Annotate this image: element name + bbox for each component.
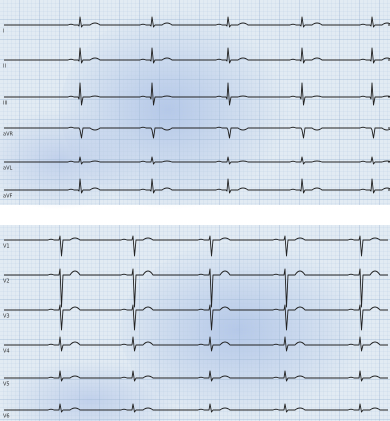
bottom-panel: [0, 225, 390, 421]
top-panel: [0, 0, 390, 210]
lead-label: aVF: [3, 194, 12, 200]
lead-label: III: [3, 101, 7, 107]
lead-label: aVR: [3, 132, 13, 138]
lead-label: II: [3, 64, 6, 70]
lead-label: V2: [3, 279, 10, 285]
lead-label: V5: [3, 382, 10, 388]
lead-label: V1: [3, 244, 10, 250]
lead-label: V6: [3, 414, 10, 420]
lead-label: I: [3, 29, 4, 35]
lead-label: aVL: [3, 166, 12, 172]
ecg-printout: IIIIIIaVRaVLaVFV1V2V3V4V5V6: [0, 0, 390, 421]
lead-label: V4: [3, 349, 10, 355]
lead-label: V3: [3, 314, 10, 320]
